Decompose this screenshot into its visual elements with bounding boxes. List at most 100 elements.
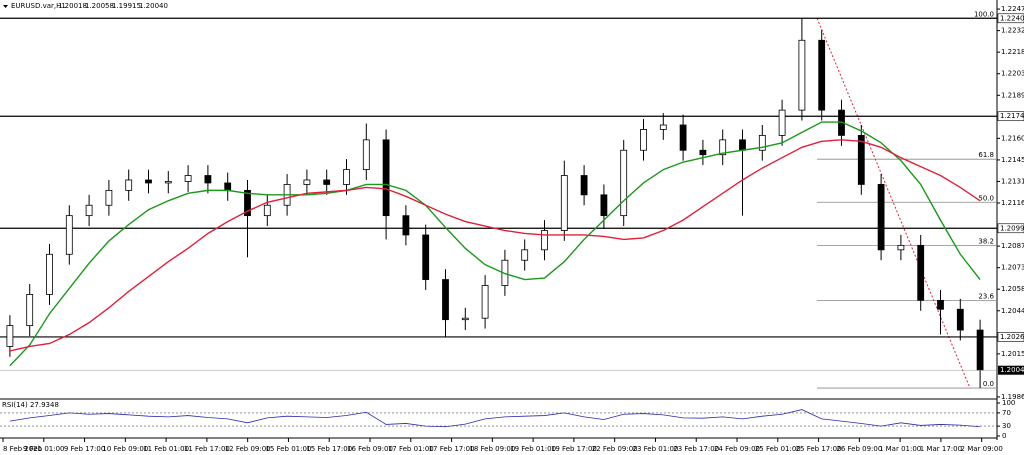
ohlc-high: 1.20058 [85, 2, 114, 10]
symbol: EURUSD.var,H1 [11, 2, 66, 10]
y-tick-label: 1.20150 [1001, 350, 1024, 358]
candle-body [541, 230, 548, 251]
x-tick-label: 17 Feb 17:00 [429, 445, 475, 453]
x-tick-label: 25 Feb 17:00 [796, 445, 842, 453]
y-tick-label: 1.22470 [1001, 5, 1024, 13]
candle-body [402, 215, 410, 236]
y-tick-label: 1.20730 [1001, 264, 1024, 272]
candle-body [382, 139, 390, 217]
x-tick-label: 25 Feb 01:00 [755, 445, 801, 453]
fib-label: 61.8 [978, 151, 994, 159]
candle-body [125, 179, 133, 191]
x-tick-label: 9 Feb 01:00 [23, 445, 64, 453]
rsi-tick-label: 30 [1002, 422, 1011, 430]
candle-body [739, 139, 746, 151]
candle-body [105, 189, 113, 206]
candle-body [620, 149, 628, 217]
x-tick-label: 18 Feb 09:00 [469, 445, 515, 453]
candle-body [224, 182, 232, 191]
candle-body [917, 244, 925, 301]
candle-body [818, 39, 826, 111]
candle-body [521, 249, 529, 261]
candle-body [659, 124, 667, 130]
x-tick-label: 1 Mar 17:00 [920, 445, 962, 453]
x-tick-label: 10 Feb 09:00 [102, 445, 148, 453]
x-tick-label: 23 Feb 17:00 [673, 445, 719, 453]
fib-label: 23.6 [978, 292, 994, 300]
x-tick-label: 19 Feb 17:00 [551, 445, 597, 453]
level-box [997, 111, 1024, 122]
rsi-tick-label: 100 [1002, 399, 1015, 407]
x-tick-label: 23 Feb 01:00 [632, 445, 678, 453]
candle-body [323, 179, 331, 185]
x-tick-label: 12 Feb 09:00 [225, 445, 271, 453]
x-tick-label: 2 Mar 09:00 [961, 445, 1003, 453]
candle-body [778, 109, 786, 136]
level-box [997, 332, 1024, 342]
rsi-label: RSI(14) 27.9348 [2, 401, 59, 409]
x-tick-label: 17 Feb 01:00 [388, 445, 434, 453]
candle-body [164, 181, 172, 184]
x-tick-label: 1 Mar 01:00 [879, 445, 921, 453]
y-tick-label: 1.21600 [1001, 134, 1024, 142]
candle-body [857, 134, 865, 185]
fib-label: 50.0 [978, 194, 994, 202]
candle-body [481, 285, 489, 319]
candle-body [422, 234, 430, 280]
x-tick-label: 19 Feb 01:00 [510, 445, 556, 453]
menu-arrow[interactable] [3, 5, 8, 8]
candle-body [184, 175, 192, 182]
level-label: 1.20264 [1000, 333, 1024, 341]
candle-body [560, 175, 568, 231]
candle-body [956, 308, 964, 331]
fib-trendline [816, 18, 971, 389]
level-label: 1.20995 [1000, 224, 1024, 232]
y-tick-label: 1.21165 [1001, 199, 1024, 207]
ohlc-open: 1.20018 [58, 2, 87, 10]
candle-body [303, 179, 311, 185]
y-tick-label: 1.22180 [1001, 48, 1024, 56]
candle-body [640, 129, 647, 151]
candle-body [877, 184, 885, 251]
candle-body [244, 189, 251, 217]
x-tick-label: 15 Feb 17:00 [306, 445, 352, 453]
candle-body [679, 124, 687, 151]
y-tick-label: 1.22325 [1001, 27, 1024, 35]
x-tick-label: 11 Feb 01:00 [143, 445, 189, 453]
candle-body [758, 134, 766, 151]
candle-body [85, 204, 93, 217]
level-box [997, 223, 1024, 234]
current-price-box [998, 365, 1024, 375]
rsi-line [9, 409, 981, 428]
candle-body [600, 194, 608, 217]
ohlc-low: 1.19915 [112, 2, 141, 10]
ohlc-close: 1.20040 [139, 2, 168, 10]
level-label: 1.21749 [1000, 112, 1024, 120]
rsi-tick-label: 70 [1002, 409, 1011, 417]
moving-average [9, 121, 981, 367]
y-tick-label: 1.21890 [1001, 91, 1024, 99]
y-tick-label: 1.20440 [1001, 307, 1024, 315]
candle-body [976, 329, 984, 371]
candle-body [699, 149, 707, 156]
y-tick-label: 1.21455 [1001, 156, 1024, 164]
moving-average [9, 139, 981, 352]
x-tick-label: 26 Feb 09:00 [836, 445, 882, 453]
fib-label: 100.0 [974, 10, 994, 18]
candle-body [204, 175, 212, 184]
candle-body [798, 39, 806, 111]
current-price-label: 1.20040 [1000, 366, 1024, 374]
candle-body [580, 175, 588, 196]
x-tick-label: 22 Feb 09:00 [592, 445, 638, 453]
candle-body [442, 279, 449, 321]
candle-body [937, 299, 944, 310]
candle-body [263, 204, 271, 217]
fib-label: 0.0 [983, 380, 994, 388]
y-tick-label: 1.20875 [1001, 242, 1024, 250]
level-box [997, 13, 1024, 24]
candle-body [46, 253, 53, 295]
y-tick-label: 1.21310 [1001, 177, 1024, 185]
rsi-tick-label: 0 [1002, 432, 1006, 440]
